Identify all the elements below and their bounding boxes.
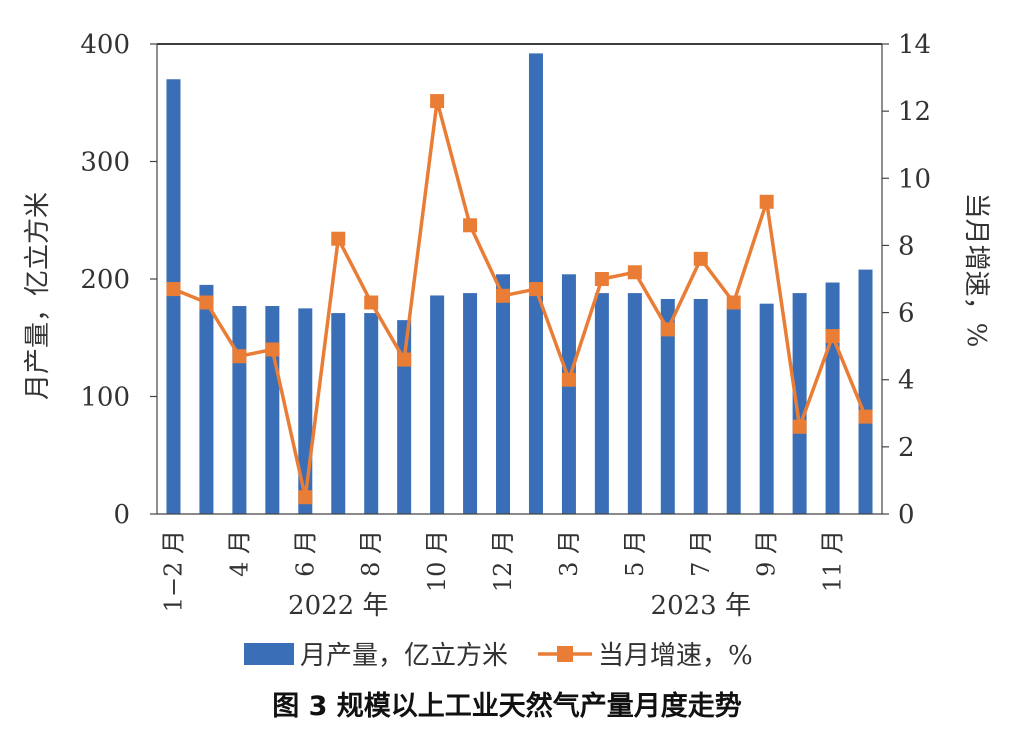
x-tick-label: 9 月 — [753, 530, 781, 577]
y-axis-right-ticks: 0 2 4 6 8 10 12 14 — [882, 30, 931, 530]
y-right-tick-label: 12 — [898, 97, 931, 127]
line-marker — [825, 329, 840, 344]
y-right-tick-label: 14 — [898, 30, 931, 60]
line-marker — [232, 349, 247, 364]
line-marker — [627, 265, 642, 280]
bar — [331, 313, 346, 514]
y-axis-left-title: 月产量，亿立方米 — [23, 192, 53, 400]
bar — [792, 293, 807, 514]
x-tick-label: 1−2 月 — [159, 530, 187, 612]
y-right-tick-label: 8 — [898, 231, 915, 261]
y-left-tick-label: 400 — [80, 30, 130, 60]
figure-caption: 图 3 规模以上工业天然气产量月度走势 — [272, 690, 742, 722]
bar — [496, 274, 511, 514]
y-right-tick-label: 0 — [898, 500, 915, 530]
bar — [825, 282, 840, 514]
bar — [265, 306, 280, 514]
x-tick-label: 5 月 — [621, 530, 649, 577]
y-left-tick-label: 0 — [113, 500, 130, 530]
bar-series — [166, 53, 873, 515]
legend-bar-swatch — [244, 643, 294, 665]
legend-line-label: 当月增速，% — [598, 641, 753, 671]
y-left-tick-label: 100 — [80, 383, 130, 413]
line-marker — [561, 372, 576, 387]
bar — [232, 306, 247, 514]
x-tick-label: 12 月 — [489, 530, 517, 592]
bar — [561, 274, 576, 514]
bar — [693, 298, 708, 514]
line-marker — [397, 352, 412, 367]
line-marker — [265, 342, 280, 357]
bar — [199, 284, 214, 514]
legend-bar-label: 月产量，亿立方米 — [300, 641, 508, 671]
bar — [463, 293, 478, 514]
x-tick-label: 8 月 — [357, 530, 385, 577]
year-label: 2023 年 — [651, 591, 751, 621]
line-marker — [693, 251, 708, 266]
bar — [627, 293, 642, 514]
legend-line-marker — [557, 646, 573, 662]
y-axis-right-title: 当月增速，% — [961, 193, 991, 348]
line-marker — [528, 282, 543, 297]
bar — [858, 269, 873, 514]
y-right-tick-label: 4 — [898, 366, 915, 396]
bar — [660, 298, 675, 514]
y-right-tick-label: 2 — [898, 433, 915, 463]
y-right-tick-label: 6 — [898, 299, 915, 329]
line-marker — [594, 272, 609, 286]
line-marker — [496, 288, 511, 303]
bar — [759, 303, 774, 514]
line-marker — [298, 490, 313, 505]
x-tick-label: 11 月 — [819, 530, 847, 592]
x-tick-label: 7 月 — [687, 530, 715, 577]
line-marker — [199, 295, 214, 310]
line-path — [172, 99, 868, 499]
bar — [726, 308, 741, 514]
x-tick-label: 10 月 — [423, 530, 451, 592]
bar — [364, 313, 379, 514]
bar — [594, 293, 609, 514]
y-right-tick-label: 10 — [898, 164, 931, 194]
line-marker — [166, 282, 181, 297]
line-marker — [364, 295, 379, 310]
line-marker — [759, 194, 774, 209]
x-tick-label: 4 月 — [225, 530, 253, 577]
x-tick-label: 6 月 — [291, 530, 319, 577]
x-axis-category-labels: 1−2 月 4 月 6 月 8 月 10 月 12 月 3 月 5 月 7 月 9 月 11 月 — [159, 530, 846, 612]
line-marker — [463, 218, 478, 233]
y-left-tick-label: 300 — [80, 148, 130, 178]
line-marker — [792, 419, 807, 434]
bar — [430, 295, 445, 514]
line-marker — [430, 94, 445, 109]
line-marker — [858, 409, 873, 424]
line-series — [166, 94, 873, 505]
x-axis-year-labels: 2022 年 2023 年 — [288, 591, 751, 621]
year-label: 2022 年 — [288, 591, 388, 621]
line-marker — [660, 322, 675, 337]
y-left-tick-label: 200 — [80, 265, 130, 295]
y-axis-left-ticks: 0 100 200 300 400 — [80, 30, 157, 530]
bar — [166, 79, 181, 514]
x-tick-label: 3 月 — [555, 530, 583, 577]
bar — [397, 320, 412, 514]
legend: 月产量，亿立方米 当月增速，% — [244, 641, 753, 671]
line-marker — [726, 295, 741, 310]
line-marker — [331, 231, 346, 246]
